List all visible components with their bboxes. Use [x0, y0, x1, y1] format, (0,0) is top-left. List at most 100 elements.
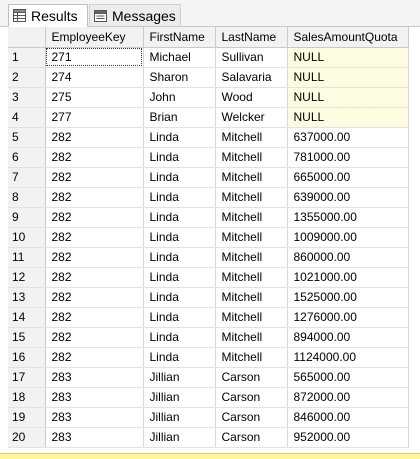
cell-lastname[interactable]: Carson — [215, 427, 288, 448]
cell-lastname[interactable]: Carson — [215, 367, 288, 388]
table-row[interactable]: 1 271 Michael Sullivan NULL — [8, 47, 409, 68]
cell-lastname[interactable]: Sullivan — [215, 47, 288, 68]
cell-employeekey[interactable]: 283 — [45, 427, 144, 448]
row-number[interactable]: 13 — [8, 287, 46, 308]
row-number[interactable]: 20 — [8, 427, 46, 448]
cell-lastname[interactable]: Mitchell — [215, 287, 288, 308]
cell-employeekey[interactable]: 282 — [45, 187, 144, 208]
cell-salesamountquota[interactable]: 1276000.00 — [287, 307, 409, 328]
cell-employeekey[interactable]: 282 — [45, 267, 144, 288]
tab-results[interactable]: Results — [8, 4, 88, 27]
cell-firstname[interactable]: Linda — [143, 227, 216, 248]
table-row[interactable]: 4 277 Brian Welcker NULL — [8, 107, 409, 128]
cell-lastname[interactable]: Wood — [215, 87, 288, 108]
cell-firstname[interactable]: Linda — [143, 167, 216, 188]
row-number[interactable]: 17 — [8, 367, 46, 388]
cell-lastname[interactable]: Mitchell — [215, 267, 288, 288]
cell-employeekey[interactable]: 282 — [45, 167, 144, 188]
cell-lastname[interactable]: Salavaria — [215, 67, 288, 88]
cell-salesamountquota[interactable]: 1525000.00 — [287, 287, 409, 308]
table-row[interactable]: 15 282 Linda Mitchell 894000.00 — [8, 327, 409, 348]
cell-salesamountquota[interactable]: 565000.00 — [287, 367, 409, 388]
table-row[interactable]: 2 274 Sharon Salavaria NULL — [8, 67, 409, 88]
cell-lastname[interactable]: Carson — [215, 387, 288, 408]
column-header-salesamountquota[interactable]: SalesAmountQuota — [287, 27, 409, 48]
cell-salesamountquota[interactable]: NULL — [287, 47, 409, 68]
table-row[interactable]: 9 282 Linda Mitchell 1355000.00 — [8, 207, 409, 228]
cell-lastname[interactable]: Mitchell — [215, 167, 288, 188]
cell-employeekey[interactable]: 282 — [45, 147, 144, 168]
table-row[interactable]: 5 282 Linda Mitchell 637000.00 — [8, 127, 409, 148]
row-number[interactable]: 1 — [8, 47, 46, 68]
table-row[interactable]: 20 283 Jillian Carson 952000.00 — [8, 427, 409, 448]
cell-employeekey[interactable]: 271 — [45, 47, 144, 68]
cell-salesamountquota[interactable]: 860000.00 — [287, 247, 409, 268]
column-header-lastname[interactable]: LastName — [215, 27, 288, 48]
table-row[interactable]: 13 282 Linda Mitchell 1525000.00 — [8, 287, 409, 308]
cell-salesamountquota[interactable]: 781000.00 — [287, 147, 409, 168]
row-number[interactable]: 10 — [8, 227, 46, 248]
tab-messages[interactable]: Messages — [89, 4, 181, 26]
cell-salesamountquota[interactable]: 665000.00 — [287, 167, 409, 188]
cell-salesamountquota[interactable]: 1009000.00 — [287, 227, 409, 248]
cell-salesamountquota[interactable]: 637000.00 — [287, 127, 409, 148]
row-number[interactable]: 3 — [8, 87, 46, 108]
cell-lastname[interactable]: Mitchell — [215, 147, 288, 168]
row-number[interactable]: 12 — [8, 267, 46, 288]
cell-firstname[interactable]: Linda — [143, 187, 216, 208]
row-number[interactable]: 14 — [8, 307, 46, 328]
cell-salesamountquota[interactable]: 872000.00 — [287, 387, 409, 408]
cell-firstname[interactable]: Linda — [143, 247, 216, 268]
cell-firstname[interactable]: Jillian — [143, 367, 216, 388]
cell-salesamountquota[interactable]: 1021000.00 — [287, 267, 409, 288]
row-number[interactable]: 15 — [8, 327, 46, 348]
cell-salesamountquota[interactable]: 846000.00 — [287, 407, 409, 428]
row-number[interactable]: 7 — [8, 167, 46, 188]
column-header-employeekey[interactable]: EmployeeKey — [45, 27, 144, 48]
table-row[interactable]: 3 275 John Wood NULL — [8, 87, 409, 108]
table-row[interactable]: 7 282 Linda Mitchell 665000.00 — [8, 167, 409, 188]
cell-lastname[interactable]: Mitchell — [215, 347, 288, 368]
cell-employeekey[interactable]: 274 — [45, 67, 144, 88]
cell-firstname[interactable]: Brian — [143, 107, 216, 128]
cell-salesamountquota[interactable]: 1124000.00 — [287, 347, 409, 368]
cell-firstname[interactable]: Linda — [143, 347, 216, 368]
cell-employeekey[interactable]: 283 — [45, 387, 144, 408]
cell-firstname[interactable]: John — [143, 87, 216, 108]
table-row[interactable]: 11 282 Linda Mitchell 860000.00 — [8, 247, 409, 268]
row-number[interactable]: 9 — [8, 207, 46, 228]
cell-firstname[interactable]: Linda — [143, 267, 216, 288]
row-number[interactable]: 18 — [8, 387, 46, 408]
cell-firstname[interactable]: Linda — [143, 327, 216, 348]
table-row[interactable]: 12 282 Linda Mitchell 1021000.00 — [8, 267, 409, 288]
cell-employeekey[interactable]: 282 — [45, 227, 144, 248]
row-number[interactable]: 16 — [8, 347, 46, 368]
cell-firstname[interactable]: Sharon — [143, 67, 216, 88]
cell-firstname[interactable]: Jillian — [143, 407, 216, 428]
cell-lastname[interactable]: Mitchell — [215, 247, 288, 268]
table-row[interactable]: 10 282 Linda Mitchell 1009000.00 — [8, 227, 409, 248]
cell-salesamountquota[interactable]: 639000.00 — [287, 187, 409, 208]
row-number[interactable]: 2 — [8, 67, 46, 88]
cell-salesamountquota[interactable]: NULL — [287, 107, 409, 128]
table-row[interactable]: 17 283 Jillian Carson 565000.00 — [8, 367, 409, 388]
cell-salesamountquota[interactable]: NULL — [287, 67, 409, 88]
cell-lastname[interactable]: Mitchell — [215, 227, 288, 248]
row-number[interactable]: 19 — [8, 407, 46, 428]
cell-firstname[interactable]: Linda — [143, 147, 216, 168]
cell-firstname[interactable]: Linda — [143, 307, 216, 328]
cell-lastname[interactable]: Mitchell — [215, 307, 288, 328]
cell-employeekey[interactable]: 282 — [45, 207, 144, 228]
table-row[interactable]: 19 283 Jillian Carson 846000.00 — [8, 407, 409, 428]
cell-firstname[interactable]: Jillian — [143, 387, 216, 408]
cell-employeekey[interactable]: 282 — [45, 287, 144, 308]
cell-employeekey[interactable]: 282 — [45, 307, 144, 328]
cell-lastname[interactable]: Carson — [215, 407, 288, 428]
cell-firstname[interactable]: Linda — [143, 207, 216, 228]
cell-firstname[interactable]: Jillian — [143, 427, 216, 448]
table-row[interactable]: 14 282 Linda Mitchell 1276000.00 — [8, 307, 409, 328]
cell-salesamountquota[interactable]: 952000.00 — [287, 427, 409, 448]
table-row[interactable]: 18 283 Jillian Carson 872000.00 — [8, 387, 409, 408]
results-grid[interactable]: EmployeeKey FirstName LastName SalesAmou… — [8, 27, 420, 451]
cell-employeekey[interactable]: 282 — [45, 327, 144, 348]
